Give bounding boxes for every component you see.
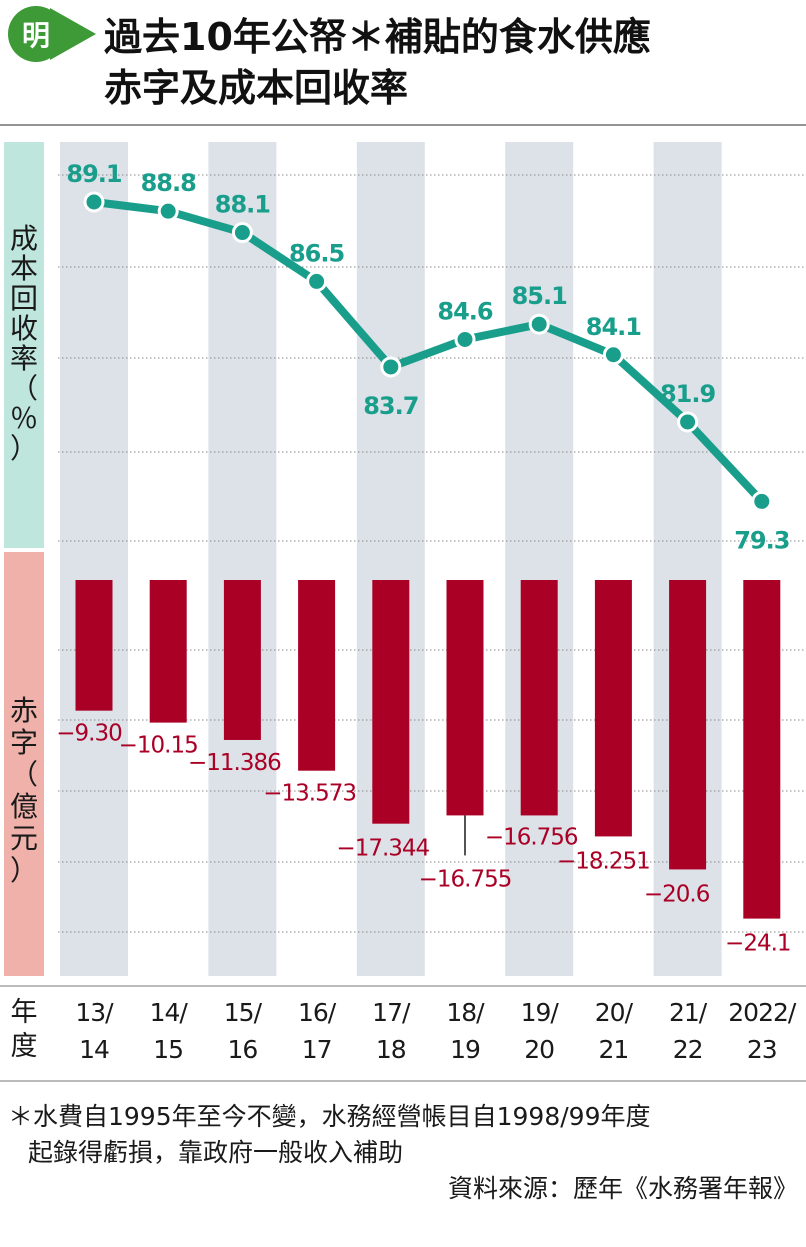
deficit-bar (669, 580, 707, 870)
deficit-bar (149, 580, 187, 723)
deficit-bar (298, 580, 336, 771)
deficit-axis-label-char: （ (10, 758, 38, 791)
recovery-rate-point (83, 191, 105, 213)
recovery-rate-point (602, 344, 624, 366)
recovery-axis-label-char: （ (10, 372, 38, 405)
deficit-value-label: −24.1 (725, 931, 790, 957)
recovery-rate-label: 85.1 (512, 282, 568, 310)
year-tick-label-bottom: 15 (153, 1035, 183, 1064)
column-shade (356, 142, 425, 976)
year-tick-label-bottom: 14 (79, 1035, 109, 1064)
year-axis: 年度 13/14 14/15 15/16 16/17 17/18 18/19 19/20 20/… (11, 997, 798, 1064)
recovery-axis-label-char: 回 (10, 282, 38, 315)
year-tick-label-bottom: 18 (376, 1035, 406, 1064)
deficit-value-label: −16.755 (419, 866, 512, 892)
deficit-value-label: −18.251 (557, 848, 650, 874)
recovery-rate-label: 89.1 (66, 160, 122, 188)
background-layer: 成本回收率（％）赤字（億元） (0, 124, 806, 1082)
year-tick-label-bottom: 17 (302, 1035, 332, 1064)
recovery-rate-label: 81.9 (660, 380, 716, 408)
year-tick-label-top: 13/ (75, 998, 114, 1027)
recovery-rate-label: 88.8 (141, 169, 197, 197)
deficit-axis-label-char: ） (10, 854, 38, 887)
recovery-axis-label-char: 收 (10, 312, 38, 345)
deficit-axis-label-char: 赤 (10, 694, 38, 727)
year-tick-label-top: 17/ (372, 998, 411, 1027)
recovery-axis-label-char: 本 (10, 252, 38, 285)
badge-circle (8, 6, 64, 62)
recovery-rate-point (751, 490, 773, 512)
deficit-bar (446, 580, 484, 816)
year-tick-label-top: 14/ (150, 998, 189, 1027)
header: 明 過去10年公帑＊補貼的食水供應 赤字及成本回收率 (8, 6, 651, 110)
recovery-rate-series (90, 198, 766, 506)
year-axis-label-char: 度 (11, 1031, 38, 1062)
year-tick-label-top: 2022/ (728, 998, 797, 1027)
year-tick-label-top: 21/ (669, 998, 708, 1027)
column-shade (505, 142, 574, 976)
year-tick-label-bottom: 20 (524, 1035, 554, 1064)
footnote-line-1: ＊水費自1995年至今不變，水務經營帳目自1998/99年度 (8, 1102, 651, 1131)
deficit-axis-label-char: 元 (10, 822, 38, 855)
recovery-rate-label: 83.7 (363, 392, 418, 420)
column-shade (208, 142, 277, 976)
column-shade (60, 142, 128, 976)
deficit-axis-label-char: 字 (10, 726, 38, 759)
year-tick-label-bottom: 21 (598, 1035, 628, 1064)
recovery-axis-label-char: ） (10, 432, 38, 465)
deficit-value-label: −11.386 (188, 750, 281, 776)
deficit-bar (520, 580, 558, 816)
badge-text: 明 (22, 19, 50, 52)
source-note: 資料來源：歷年《水務署年報》 (447, 1174, 798, 1203)
deficit-bar (75, 580, 113, 711)
recovery-rate-label: 86.5 (289, 239, 345, 267)
deficit-value-label: −20.6 (644, 881, 710, 907)
title-line-2: 赤字及成本回收率 (104, 66, 408, 110)
recovery-axis-label-char: ％ (10, 402, 38, 435)
year-tick-label-top: 15/ (224, 998, 263, 1027)
recovery-rate-point (528, 313, 550, 335)
recovery-axis-label-char: 成 (10, 222, 38, 255)
recovery-rate-point (380, 356, 402, 378)
deficit-panel-label-bg (4, 552, 44, 976)
recovery-rate-point (454, 328, 476, 350)
year-tick-label-bottom: 16 (227, 1035, 257, 1064)
deficit-bar (594, 580, 632, 837)
recovery-rate-label: 88.1 (215, 191, 271, 219)
year-tick-label-bottom: 19 (450, 1035, 480, 1064)
year-tick-label-top: 16/ (298, 998, 337, 1027)
deficit-bar (743, 580, 781, 919)
recovery-rate-point (306, 270, 328, 292)
recovery-panel-label-bg (4, 142, 44, 548)
recovery-rate-line-chart: 89.1 88.8 88.1 86.5 83.7 84.6 85.1 84.1 81.9 79.3 (66, 160, 790, 554)
badge-arrow (50, 8, 96, 60)
deficit-value-label: −13.573 (263, 781, 356, 807)
recovery-rate-label: 79.3 (734, 526, 789, 554)
deficit-value-label: −16.756 (485, 824, 578, 850)
recovery-axis-label-char: 率 (10, 342, 38, 375)
recovery-rate-label: 84.1 (586, 313, 642, 341)
deficit-value-label: −17.344 (336, 836, 429, 862)
year-tick-label-bottom: 22 (673, 1035, 703, 1064)
deficit-value-label: −9.30 (56, 721, 122, 747)
recovery-rate-label: 84.6 (437, 297, 493, 325)
recovery-rate-point (157, 200, 179, 222)
year-tick-label-bottom: 23 (747, 1035, 777, 1064)
deficit-value-label: −10.15 (119, 733, 198, 759)
deficit-axis-label-char: 億 (10, 790, 38, 823)
year-tick-label-top: 19/ (521, 998, 560, 1027)
deficit-bar (223, 580, 261, 740)
recovery-rate-point (231, 222, 253, 244)
footnote-line-2: 起錄得虧損，靠政府一般收入補助 (28, 1138, 404, 1167)
deficit-bar (372, 580, 410, 824)
recovery-rate-point (677, 411, 699, 433)
title-line-1: 過去10年公帑＊補貼的食水供應 (104, 15, 651, 59)
year-tick-label-top: 18/ (446, 998, 485, 1027)
year-axis-label-char: 年 (11, 997, 38, 1028)
deficit-bar-chart: −9.30−10.15−11.386 −13.573 −17.344 −16.755 −… (56, 580, 792, 957)
year-tick-label-top: 20/ (595, 998, 634, 1027)
